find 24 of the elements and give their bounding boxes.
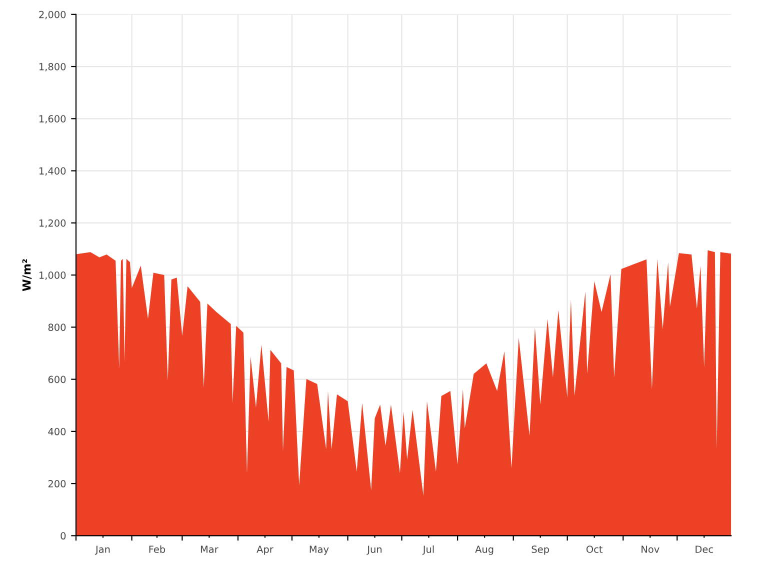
y-tick-label: 400 bbox=[48, 428, 66, 436]
x-tick-label: Dec bbox=[696, 546, 713, 553]
x-tick-label: Feb bbox=[149, 545, 166, 553]
x-tick-label: Mar bbox=[200, 546, 218, 553]
y-tick-label: 1,400 bbox=[40, 167, 66, 176]
y-tick-label: 1,600 bbox=[40, 115, 66, 124]
x-tick-label: Sep bbox=[532, 546, 549, 555]
x-tick-label: Jan bbox=[95, 546, 110, 555]
y-tick-label: 600 bbox=[48, 376, 66, 384]
y-tick-label: 0 bbox=[60, 532, 66, 540]
x-tick-label: Nov bbox=[642, 546, 660, 553]
x-tick-label: Apr bbox=[256, 546, 274, 555]
y-tick-label: 2,000 bbox=[39, 10, 66, 20]
x-tick-label: Jul bbox=[422, 545, 434, 555]
y-axis-title: W/m² bbox=[22, 259, 32, 292]
y-tick-label: 200 bbox=[48, 480, 66, 488]
y-tick-label: 1,800 bbox=[40, 63, 66, 72]
y-tick-label: 1,000 bbox=[40, 272, 66, 280]
x-tick-label: Aug bbox=[475, 546, 494, 555]
x-tick-label: May bbox=[310, 546, 329, 555]
x-tick-label: Oct bbox=[586, 546, 603, 553]
y-tick-label: 1,200 bbox=[40, 219, 66, 228]
x-tick-label: Jun bbox=[366, 546, 382, 555]
y-tick-label: 800 bbox=[48, 324, 66, 331]
